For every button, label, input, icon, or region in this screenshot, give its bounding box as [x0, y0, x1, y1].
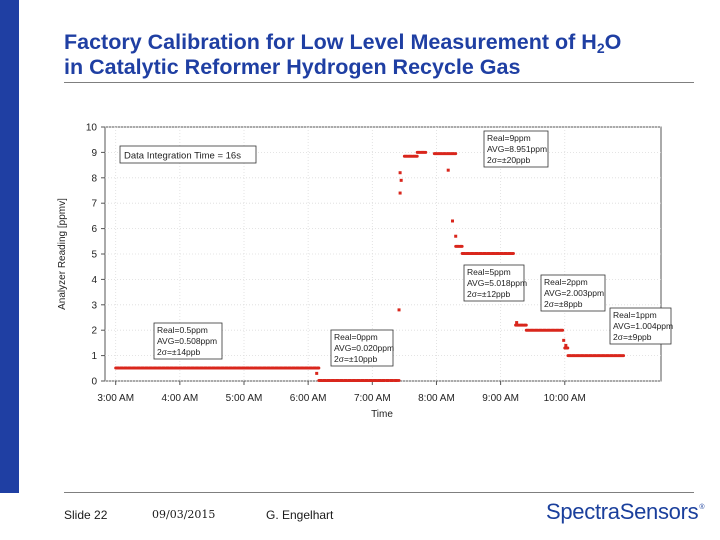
stat-label-text: AVG=0.020ppm [334, 343, 394, 353]
slide-date: 09/03/2015 [152, 508, 216, 521]
y-tick-label: 2 [91, 326, 97, 337]
data-point [562, 338, 566, 342]
y-tick-label: 4 [91, 275, 97, 286]
stat-label-text: 2σ=±14ppb [157, 347, 201, 357]
stat-label-text: Real=5ppm [467, 267, 511, 277]
stat-label-text: 2σ=±10ppb [334, 354, 378, 364]
stat-label-box [609, 307, 672, 345]
stat-label-text: AVG=5.018ppm [467, 278, 527, 288]
stat-label-text: Real=1ppm [613, 310, 657, 320]
logo-trademark: ® [699, 504, 705, 511]
x-tick-label: 8:00 AM [418, 393, 455, 404]
stat-label-text: Real=9ppm [487, 133, 531, 143]
stat-label-text: Real=0.5ppm [157, 325, 208, 335]
x-axis-label: Time [371, 409, 393, 420]
stat-label-text: Real=0ppm [334, 332, 378, 342]
y-tick-label: 8 [91, 173, 97, 184]
x-tick-label: 9:00 AM [482, 393, 519, 404]
x-tick-label: 10:00 AM [544, 393, 586, 404]
y-tick-label: 1 [91, 351, 97, 362]
data-point [315, 371, 319, 375]
data-point [451, 219, 454, 223]
stat-label-text: AVG=8.951ppm [487, 144, 547, 154]
y-tick-label: 3 [91, 300, 97, 311]
x-tick-label: 7:00 AM [354, 393, 391, 404]
x-tick-label: 4:00 AM [161, 393, 198, 404]
slide-title: Factory Calibration for Low Level Measur… [64, 30, 704, 80]
title-line-1: Factory Calibration for Low Level Measur… [64, 30, 704, 55]
data-point [515, 321, 519, 325]
data-point [397, 308, 401, 312]
y-tick-label: 5 [91, 250, 97, 261]
stat-label-text: AVG=2.003ppm [544, 288, 604, 298]
data-point [398, 191, 402, 195]
y-tick-label: 10 [86, 123, 98, 134]
x-tick-label: 5:00 AM [226, 393, 263, 404]
stat-label-box [483, 130, 549, 168]
data-point [399, 178, 403, 182]
title-line-2: in Catalytic Reformer Hydrogen Recycle G… [64, 55, 521, 79]
data-point [446, 168, 450, 172]
annotation-box [119, 145, 257, 164]
sidebar-accent-bar [0, 0, 19, 493]
stat-label-text: Real=2ppm [544, 277, 588, 287]
calibration-chart: 0 1 2 3 4 5 6 7 8 9 10 3:00 AM 4:00 AM 5:00 AM 6:00 AM… [57, 123, 673, 421]
stat-label-box [463, 264, 525, 302]
stat-label-box [540, 274, 606, 312]
x-tick-label: 3:00 AM [97, 393, 134, 404]
stat-label-text: 2σ=±9ppb [613, 332, 652, 342]
data-point [454, 234, 458, 238]
stat-label-text: 2σ=±8ppb [544, 299, 583, 309]
footer-divider [64, 492, 694, 493]
stat-label-text: AVG=0.508ppm [157, 336, 217, 346]
stat-label-box [330, 329, 394, 367]
data-point [564, 343, 568, 347]
title-divider [64, 82, 694, 83]
stat-label-text: 2σ=±12ppb [467, 289, 511, 299]
title-line-1-end: O [604, 30, 622, 54]
stat-label-text: AVG=1.004ppm [613, 321, 673, 331]
spectrasensors-logo: SpectraSensors® [546, 499, 704, 525]
y-tick-label: 6 [91, 224, 97, 235]
y-axis-label: Analyzer Reading [ppmv] [57, 198, 68, 310]
title-subscript: 2 [596, 40, 605, 56]
stat-label-box [153, 322, 223, 360]
stat-label-text: 2σ=±20ppb [487, 155, 531, 165]
y-tick-label: 0 [91, 377, 97, 388]
y-tick-label: 9 [91, 148, 97, 159]
x-tick-label: 6:00 AM [290, 393, 327, 404]
data-point [398, 171, 402, 175]
annotation-text: Data Integration Time = 16s [124, 151, 241, 162]
y-tick-label: 7 [91, 199, 97, 210]
logo-wordmark: SpectraSensors [546, 499, 699, 524]
title-line-1-text: Factory Calibration for Low Level Measur… [64, 30, 597, 54]
slide-number: Slide 22 [64, 508, 108, 522]
slide-author: G. Engelhart [266, 508, 334, 522]
